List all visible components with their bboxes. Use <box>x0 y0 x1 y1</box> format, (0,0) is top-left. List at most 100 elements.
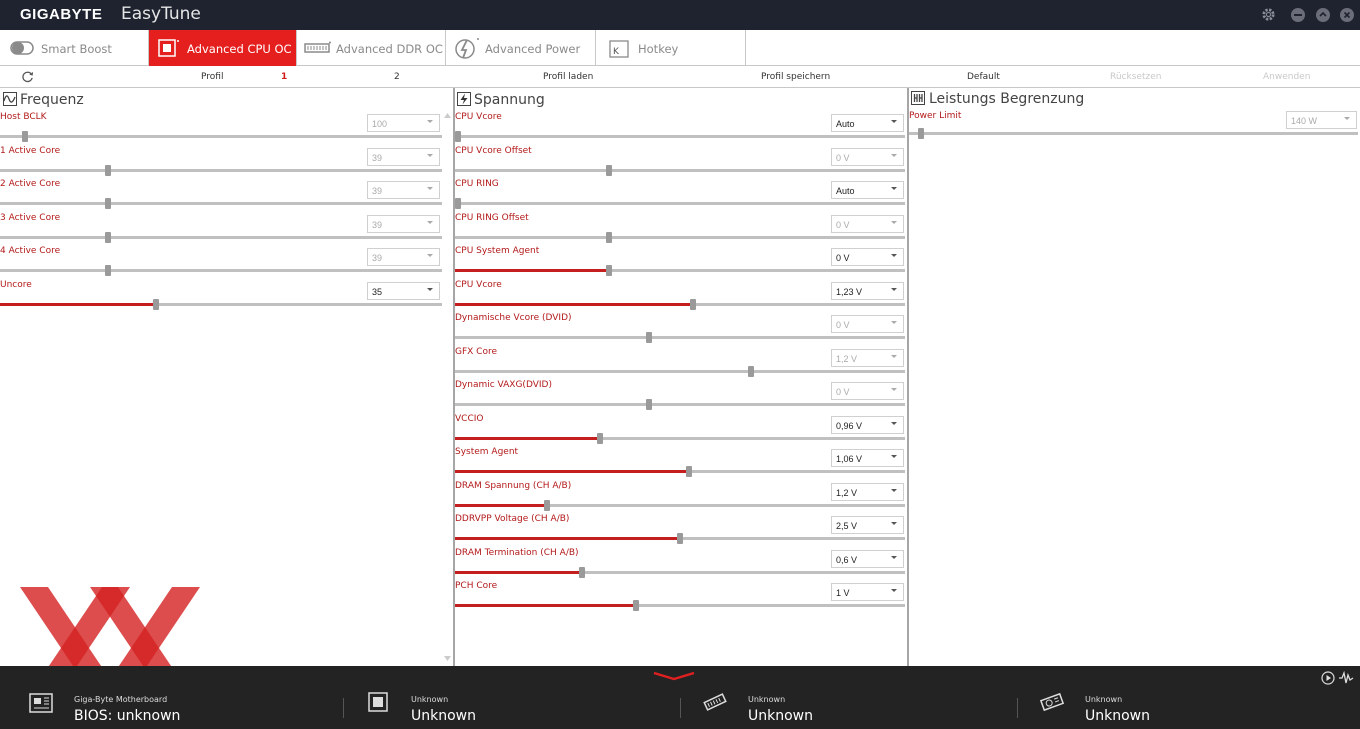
reset-button[interactable]: Rücksetzen <box>1110 72 1162 82</box>
slider-track[interactable] <box>455 164 905 176</box>
slider-track[interactable] <box>455 231 905 243</box>
slider-thumb[interactable] <box>606 231 612 243</box>
default-button[interactable]: Default <box>967 72 1000 82</box>
slider-track[interactable] <box>455 131 905 142</box>
value-dropdown[interactable]: 1,2 V <box>831 348 904 367</box>
slider-track[interactable] <box>455 466 905 477</box>
voltage-panel: Spannung CPU Vcore Auto CPU Vcore Offset 0 … <box>455 88 907 666</box>
caret-down-icon <box>891 354 897 358</box>
audio-wave-icon[interactable] <box>1338 671 1354 685</box>
load-profile-button[interactable]: Profil laden <box>543 72 594 82</box>
slider-track[interactable] <box>455 399 905 410</box>
setting-row: 2 Active Core 39 <box>0 179 442 212</box>
setting-label: Dynamic VAXG(DVID) <box>455 380 552 390</box>
profile-2-button[interactable]: 2 <box>394 72 400 82</box>
slider-track[interactable] <box>455 198 905 209</box>
slider-thumb[interactable] <box>455 131 461 142</box>
slider-thumb[interactable] <box>633 600 639 611</box>
value-dropdown[interactable]: 140 W <box>1286 111 1357 129</box>
profile-1-button[interactable]: 1 <box>281 72 288 82</box>
slider-thumb[interactable] <box>918 128 924 139</box>
value-dropdown[interactable]: 35 <box>367 281 440 300</box>
value-dropdown[interactable]: 0 V <box>831 248 904 266</box>
caret-down-icon <box>891 388 897 391</box>
slider-track[interactable] <box>0 164 442 176</box>
slider-thumb[interactable] <box>105 164 111 176</box>
slider-track[interactable] <box>455 432 905 444</box>
apply-button[interactable]: Anwenden <box>1263 72 1311 82</box>
value-dropdown[interactable]: Auto <box>831 114 904 132</box>
slider-thumb[interactable] <box>690 298 696 310</box>
slider-thumb[interactable] <box>105 265 111 276</box>
tab-hotkey[interactable]: K Hotkey <box>596 30 746 66</box>
value-dropdown[interactable]: 39 <box>367 248 440 266</box>
slider-track[interactable] <box>909 128 1358 139</box>
slider-track[interactable] <box>455 298 905 310</box>
slider-track[interactable] <box>0 198 442 209</box>
close-button[interactable] <box>1340 8 1354 22</box>
value-dropdown[interactable]: 1,2 V <box>831 482 904 501</box>
slider-thumb[interactable] <box>748 365 754 377</box>
tab-smart-boost[interactable]: Smart Boost <box>0 30 149 66</box>
save-profile-button[interactable]: Profil speichern <box>761 72 831 82</box>
slider-track[interactable] <box>455 365 905 377</box>
tab-advanced-cpu-oc[interactable]: Advanced CPU OC <box>149 30 297 66</box>
slider-track[interactable] <box>455 499 905 511</box>
slider-track[interactable] <box>455 600 905 611</box>
slider-thumb[interactable] <box>105 231 111 243</box>
play-icon[interactable] <box>1321 671 1335 685</box>
slider-thumb[interactable] <box>677 533 683 544</box>
slider-thumb[interactable] <box>455 198 461 209</box>
slider-track[interactable] <box>0 131 442 142</box>
refresh-icon[interactable] <box>21 70 34 83</box>
value-dropdown[interactable]: 0,96 V <box>831 415 904 434</box>
setting-row: Dynamic VAXG(DVID) 0 V <box>455 380 907 413</box>
slider-thumb[interactable] <box>646 332 652 343</box>
value-dropdown[interactable]: Auto <box>831 181 904 199</box>
expand-chevron-icon[interactable] <box>653 672 695 681</box>
slider-track[interactable] <box>455 332 905 343</box>
value-dropdown[interactable]: 2,5 V <box>831 516 904 534</box>
settings-gear-icon[interactable] <box>1261 7 1276 22</box>
value-dropdown[interactable]: 39 <box>367 147 440 166</box>
slider-track[interactable] <box>0 231 442 243</box>
minimize-button[interactable] <box>1291 8 1305 22</box>
panel-divider <box>453 88 455 666</box>
value-dropdown[interactable]: 1,06 V <box>831 449 904 467</box>
value-dropdown[interactable]: 39 <box>367 214 440 233</box>
setting-label: 2 Active Core <box>0 179 61 189</box>
slider-thumb[interactable] <box>105 198 111 209</box>
footer-separator <box>1017 698 1018 718</box>
maximize-button[interactable] <box>1316 8 1330 22</box>
value-dropdown[interactable]: 100 <box>367 114 440 132</box>
slider-thumb[interactable] <box>597 432 603 444</box>
slider-track[interactable] <box>0 298 442 310</box>
tab-advanced-power[interactable]: Advanced Power <box>446 30 596 66</box>
value-dropdown[interactable]: 1 V <box>831 583 904 601</box>
slider-thumb[interactable] <box>544 499 550 511</box>
slider-thumb[interactable] <box>646 399 652 410</box>
slider-thumb[interactable] <box>606 164 612 176</box>
value-dropdown[interactable]: 0 V <box>831 147 904 166</box>
slider-thumb[interactable] <box>22 131 28 142</box>
slider-track[interactable] <box>455 265 905 276</box>
value-dropdown[interactable]: 0,6 V <box>831 549 904 568</box>
value-dropdown[interactable]: 0 V <box>831 315 904 333</box>
tab-advanced-ddr-oc[interactable]: Advanced DDR OC <box>297 30 446 66</box>
slider-thumb[interactable] <box>686 466 692 477</box>
slider-track[interactable] <box>455 566 905 578</box>
value-dropdown[interactable]: 0 V <box>831 214 904 233</box>
scroll-up-icon[interactable] <box>444 113 451 118</box>
dropdown-value: 1,06 V <box>836 454 863 464</box>
slider-thumb[interactable] <box>153 298 159 310</box>
slider-thumb[interactable] <box>606 265 612 276</box>
slider-track[interactable] <box>455 533 905 544</box>
slider-track[interactable] <box>0 265 442 276</box>
slider-thumb[interactable] <box>579 566 585 578</box>
cpu-icon <box>368 692 388 712</box>
value-dropdown[interactable]: 39 <box>367 181 440 199</box>
setting-row: CPU Vcore 1,23 V <box>455 280 907 313</box>
value-dropdown[interactable]: 0 V <box>831 382 904 400</box>
value-dropdown[interactable]: 1,23 V <box>831 281 904 300</box>
scroll-down-icon[interactable] <box>444 656 451 661</box>
